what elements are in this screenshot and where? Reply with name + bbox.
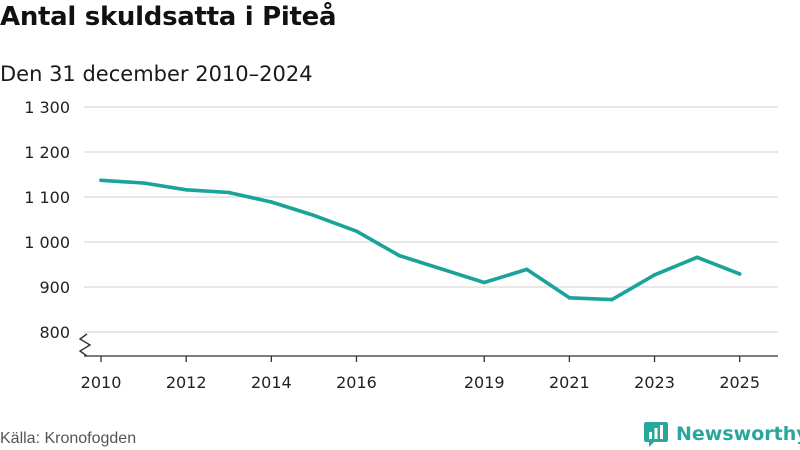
data-point <box>269 200 274 204</box>
x-tick-label: 2010 <box>81 373 122 392</box>
y-axis-ticks: 800 900 1 000 1 100 1 200 1 300 <box>24 98 70 342</box>
x-tick-label: 2025 <box>719 373 760 392</box>
x-axis <box>78 333 778 357</box>
data-point <box>567 296 572 300</box>
x-axis-ticks: 2010 2012 2014 2016 2019 2021 2023 2025 <box>81 356 760 392</box>
data-point <box>439 267 444 271</box>
data-point <box>610 297 614 302</box>
data-point <box>312 213 316 218</box>
axis-break-icon <box>78 333 92 357</box>
x-tick-label: 2021 <box>549 373 590 392</box>
x-tick-label: 2012 <box>166 373 207 392</box>
data-point <box>226 190 231 195</box>
data-point <box>184 188 188 192</box>
y-tick-label: 1 300 <box>24 98 70 117</box>
x-tick-label: 2019 <box>464 373 505 392</box>
data-point <box>482 280 487 285</box>
x-tick-label: 2023 <box>634 373 675 392</box>
data-point <box>524 267 529 272</box>
series-skuldsatta <box>99 178 742 302</box>
data-point <box>99 178 103 183</box>
data-point <box>141 181 146 185</box>
data-point <box>737 272 742 276</box>
y-tick-label: 900 <box>39 278 70 297</box>
x-tick-label: 2014 <box>251 373 292 392</box>
gridlines <box>84 106 778 333</box>
data-point <box>652 273 657 277</box>
data-point <box>354 229 359 233</box>
data-point <box>397 253 401 258</box>
brand-name: Newsworthy <box>676 423 800 445</box>
chart-subtitle: Den 31 december 2010–2024 <box>0 62 313 86</box>
brand-logo: Newsworthy <box>644 420 800 448</box>
x-tick-label: 2016 <box>336 373 377 392</box>
chart-title: Antal skuldsatta i Piteå <box>0 2 337 32</box>
series-line <box>99 178 742 302</box>
y-tick-label: 1 000 <box>24 233 70 252</box>
bar-chart-logo-icon <box>644 422 668 447</box>
source-note: Källa: Kronofogden <box>0 430 137 447</box>
data-point <box>695 255 699 260</box>
y-tick-label: 1 100 <box>24 188 70 207</box>
y-tick-label: 1 200 <box>24 143 70 162</box>
y-tick-label: 800 <box>39 323 70 342</box>
